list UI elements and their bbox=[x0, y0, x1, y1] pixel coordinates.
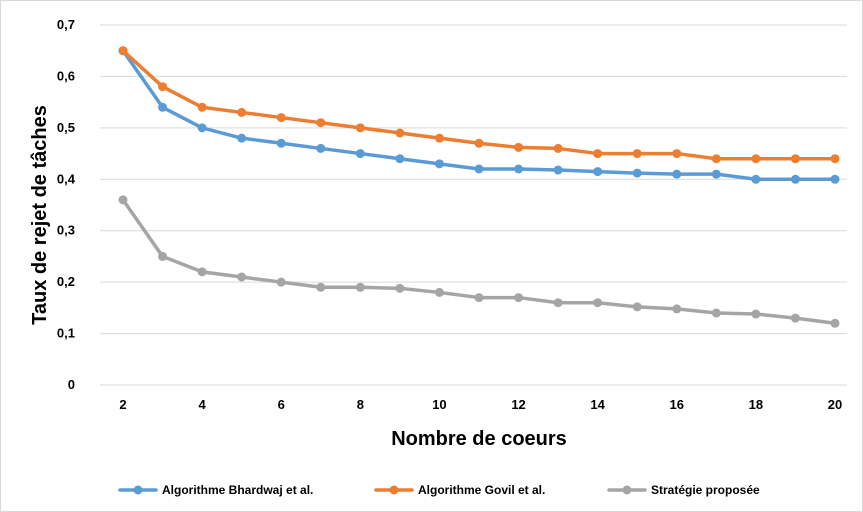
data-point bbox=[672, 304, 682, 314]
data-point bbox=[632, 149, 642, 159]
x-tick-label: 2 bbox=[119, 397, 126, 412]
data-point bbox=[790, 174, 800, 184]
data-point bbox=[355, 282, 365, 292]
y-tick-label: 0,4 bbox=[57, 171, 76, 186]
data-point bbox=[474, 138, 484, 148]
series-3 bbox=[118, 195, 840, 328]
x-tick-label: 10 bbox=[432, 397, 446, 412]
data-point bbox=[118, 46, 128, 56]
data-point bbox=[711, 308, 721, 318]
data-point bbox=[514, 293, 524, 303]
data-point bbox=[672, 149, 682, 159]
y-tick-label: 0,5 bbox=[57, 120, 75, 135]
data-point bbox=[395, 283, 405, 293]
data-point bbox=[276, 138, 286, 148]
data-point bbox=[553, 298, 563, 308]
data-point bbox=[355, 123, 365, 133]
legend-marker bbox=[622, 485, 632, 495]
data-point bbox=[790, 154, 800, 164]
legend-item: Stratégie proposée bbox=[607, 483, 760, 497]
axis-ticks: 0 0,1 0,2 0,3 0,4 0,5 0,6 0,7 2 4 6 8 10 12 14 16 18 20 bbox=[57, 17, 842, 412]
data-point bbox=[316, 143, 326, 153]
data-point bbox=[237, 107, 247, 117]
y-tick-label: 0,2 bbox=[57, 274, 75, 289]
data-point bbox=[158, 102, 168, 112]
data-point bbox=[197, 267, 207, 277]
legend: Algorithme Bhardwaj et al. Algorithme Gov… bbox=[118, 483, 760, 497]
data-point bbox=[593, 167, 603, 177]
y-axis-title: Taux de rejet de tâches bbox=[29, 105, 51, 325]
data-point bbox=[711, 169, 721, 179]
data-point bbox=[514, 142, 524, 152]
y-tick-label: 0,6 bbox=[57, 68, 75, 83]
data-point bbox=[830, 318, 840, 328]
data-point bbox=[790, 313, 800, 323]
data-point bbox=[711, 154, 721, 164]
data-point bbox=[474, 293, 484, 303]
data-point bbox=[830, 174, 840, 184]
y-tick-label: 0,3 bbox=[57, 223, 75, 238]
data-point bbox=[751, 174, 761, 184]
data-point bbox=[553, 165, 563, 175]
data-point bbox=[830, 154, 840, 164]
legend-item: Algorithme Bhardwaj et al. bbox=[118, 483, 313, 497]
x-tick-label: 20 bbox=[828, 397, 842, 412]
data-point bbox=[751, 154, 761, 164]
x-axis-title: Nombre de coeurs bbox=[391, 428, 567, 450]
data-point bbox=[197, 102, 207, 112]
gridlines bbox=[100, 24, 847, 386]
legend-marker bbox=[133, 485, 143, 495]
data-point bbox=[553, 143, 563, 153]
x-tick-label: 16 bbox=[670, 397, 684, 412]
data-point bbox=[158, 251, 168, 261]
x-tick-label: 14 bbox=[590, 397, 605, 412]
x-tick-label: 4 bbox=[198, 397, 206, 412]
data-point bbox=[118, 195, 128, 205]
data-point bbox=[316, 118, 326, 128]
data-point bbox=[434, 133, 444, 143]
x-tick-label: 18 bbox=[749, 397, 763, 412]
data-point bbox=[593, 298, 603, 308]
data-point bbox=[276, 277, 286, 287]
data-point bbox=[434, 287, 444, 297]
x-tick-label: 12 bbox=[511, 397, 525, 412]
legend-marker bbox=[389, 485, 399, 495]
y-tick-label: 0,1 bbox=[57, 326, 75, 341]
series-2 bbox=[118, 46, 840, 164]
data-point bbox=[474, 164, 484, 174]
data-point bbox=[158, 82, 168, 92]
data-point bbox=[632, 168, 642, 178]
data-point bbox=[672, 169, 682, 179]
data-point bbox=[197, 123, 207, 133]
legend-label: Algorithme Govil et al. bbox=[418, 483, 545, 497]
legend-item: Algorithme Govil et al. bbox=[374, 483, 545, 497]
data-point bbox=[316, 282, 326, 292]
data-point bbox=[237, 133, 247, 143]
series-lines bbox=[118, 46, 840, 328]
legend-label: Stratégie proposée bbox=[651, 483, 760, 497]
data-point bbox=[355, 149, 365, 159]
legend-label: Algorithme Bhardwaj et al. bbox=[162, 483, 313, 497]
data-point bbox=[632, 302, 642, 312]
y-tick-label: 0 bbox=[68, 377, 75, 392]
data-point bbox=[395, 128, 405, 138]
data-point bbox=[237, 272, 247, 282]
data-point bbox=[395, 154, 405, 164]
y-tick-label: 0,7 bbox=[57, 17, 75, 32]
x-tick-label: 6 bbox=[278, 397, 285, 412]
x-tick-label: 8 bbox=[357, 397, 364, 412]
data-point bbox=[434, 159, 444, 169]
data-point bbox=[593, 149, 603, 159]
data-point bbox=[751, 309, 761, 319]
data-point bbox=[276, 113, 286, 123]
data-point bbox=[514, 164, 524, 174]
